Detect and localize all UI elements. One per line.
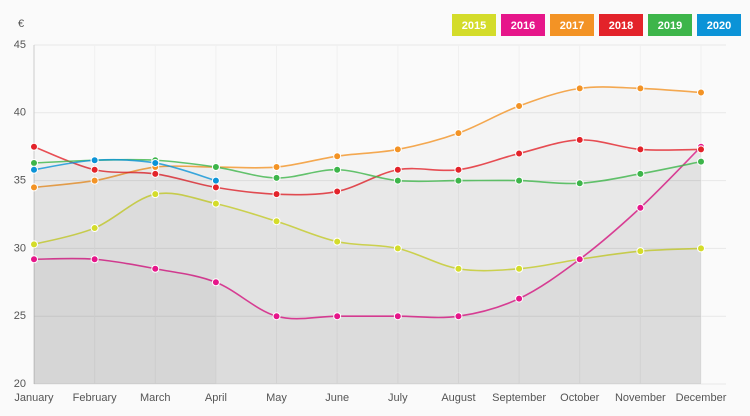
legend-swatch[interactable]: [648, 14, 692, 36]
data-point: [515, 294, 524, 303]
data-point: [151, 190, 160, 199]
y-tick-label: 20: [14, 378, 26, 390]
data-point: [30, 158, 38, 167]
series-area: [34, 160, 216, 384]
data-point: [454, 312, 463, 321]
data-point: [30, 183, 38, 192]
legend-swatch[interactable]: [550, 14, 594, 36]
data-point: [454, 264, 463, 273]
data-point: [30, 255, 38, 264]
legend-swatch[interactable]: [452, 14, 496, 36]
data-point: [211, 183, 220, 192]
data-point: [272, 312, 281, 321]
data-point: [333, 165, 342, 174]
data-point: [151, 264, 160, 273]
x-tick-label: April: [205, 392, 227, 404]
legend-label[interactable]: 2015: [462, 20, 486, 32]
y-tick-label: 25: [14, 310, 26, 322]
series-line: [33, 158, 217, 182]
data-point: [393, 145, 402, 154]
legend-swatch[interactable]: [599, 14, 643, 36]
data-point: [272, 217, 281, 226]
data-point: [393, 244, 402, 253]
legend-swatch[interactable]: [697, 14, 741, 36]
x-tick-label: May: [266, 392, 287, 404]
data-point: [393, 176, 402, 185]
data-point: [211, 278, 220, 287]
data-point: [697, 145, 705, 154]
data-point: [575, 135, 584, 144]
legend-item[interactable]: 2019: [648, 14, 692, 36]
legend-label[interactable]: 2020: [707, 20, 731, 32]
legend-item[interactable]: 2020: [697, 14, 741, 36]
data-point: [333, 312, 342, 321]
data-point: [636, 169, 645, 178]
legend-label[interactable]: 2016: [511, 20, 535, 32]
legend-swatch[interactable]: [501, 14, 545, 36]
x-tick-label: October: [560, 392, 599, 404]
data-point: [515, 264, 524, 273]
data-point: [211, 176, 220, 185]
x-tick-label: December: [676, 392, 727, 404]
x-tick-label: March: [140, 392, 171, 404]
data-point: [575, 84, 584, 93]
data-point: [454, 129, 463, 138]
data-point: [272, 163, 281, 172]
data-point: [575, 179, 584, 188]
legend-label[interactable]: 2018: [609, 20, 633, 32]
x-tick-label: July: [388, 392, 408, 404]
data-point: [30, 165, 38, 174]
legend-item[interactable]: 2015: [452, 14, 496, 36]
data-point: [515, 176, 524, 185]
data-point: [515, 149, 524, 158]
data-point: [636, 247, 645, 256]
data-point: [90, 165, 99, 174]
data-point: [90, 156, 99, 165]
data-point: [211, 163, 220, 172]
data-point: [333, 237, 342, 246]
x-tick-label: January: [14, 392, 54, 404]
data-point: [30, 142, 38, 151]
data-point: [454, 165, 463, 174]
data-point: [151, 158, 160, 167]
unit-label: €: [18, 18, 24, 30]
data-point: [636, 145, 645, 154]
data-point: [454, 176, 463, 185]
legend-item[interactable]: 2016: [501, 14, 545, 36]
x-tick-label: February: [73, 392, 118, 404]
data-point: [90, 224, 99, 233]
data-point: [30, 240, 38, 249]
data-point: [211, 199, 220, 208]
y-tick-label: 35: [14, 175, 26, 187]
y-tick-label: 40: [14, 107, 26, 119]
x-tick-label: November: [615, 392, 666, 404]
data-point: [393, 312, 402, 321]
data-point: [90, 176, 99, 185]
data-point: [697, 244, 705, 253]
data-point: [515, 102, 524, 111]
series-line: [33, 158, 702, 185]
legend-item[interactable]: 2017: [550, 14, 594, 36]
data-point: [272, 190, 281, 199]
data-point: [575, 255, 584, 264]
data-point: [697, 157, 705, 166]
data-point: [333, 187, 342, 196]
data-point: [333, 152, 342, 161]
legend-label[interactable]: 2017: [560, 20, 584, 32]
data-point: [272, 173, 281, 182]
data-point: [636, 84, 645, 93]
x-tick-label: August: [441, 392, 475, 404]
data-point: [90, 255, 99, 264]
y-tick-label: 45: [14, 39, 26, 51]
y-tick-label: 30: [14, 242, 26, 254]
x-tick-label: September: [492, 392, 546, 404]
legend-item[interactable]: 2018: [599, 14, 643, 36]
data-point: [393, 165, 402, 174]
x-tick-label: June: [325, 392, 349, 404]
legend-label[interactable]: 2019: [658, 20, 682, 32]
data-point: [151, 169, 160, 178]
data-point: [636, 203, 645, 212]
data-point: [697, 88, 705, 97]
